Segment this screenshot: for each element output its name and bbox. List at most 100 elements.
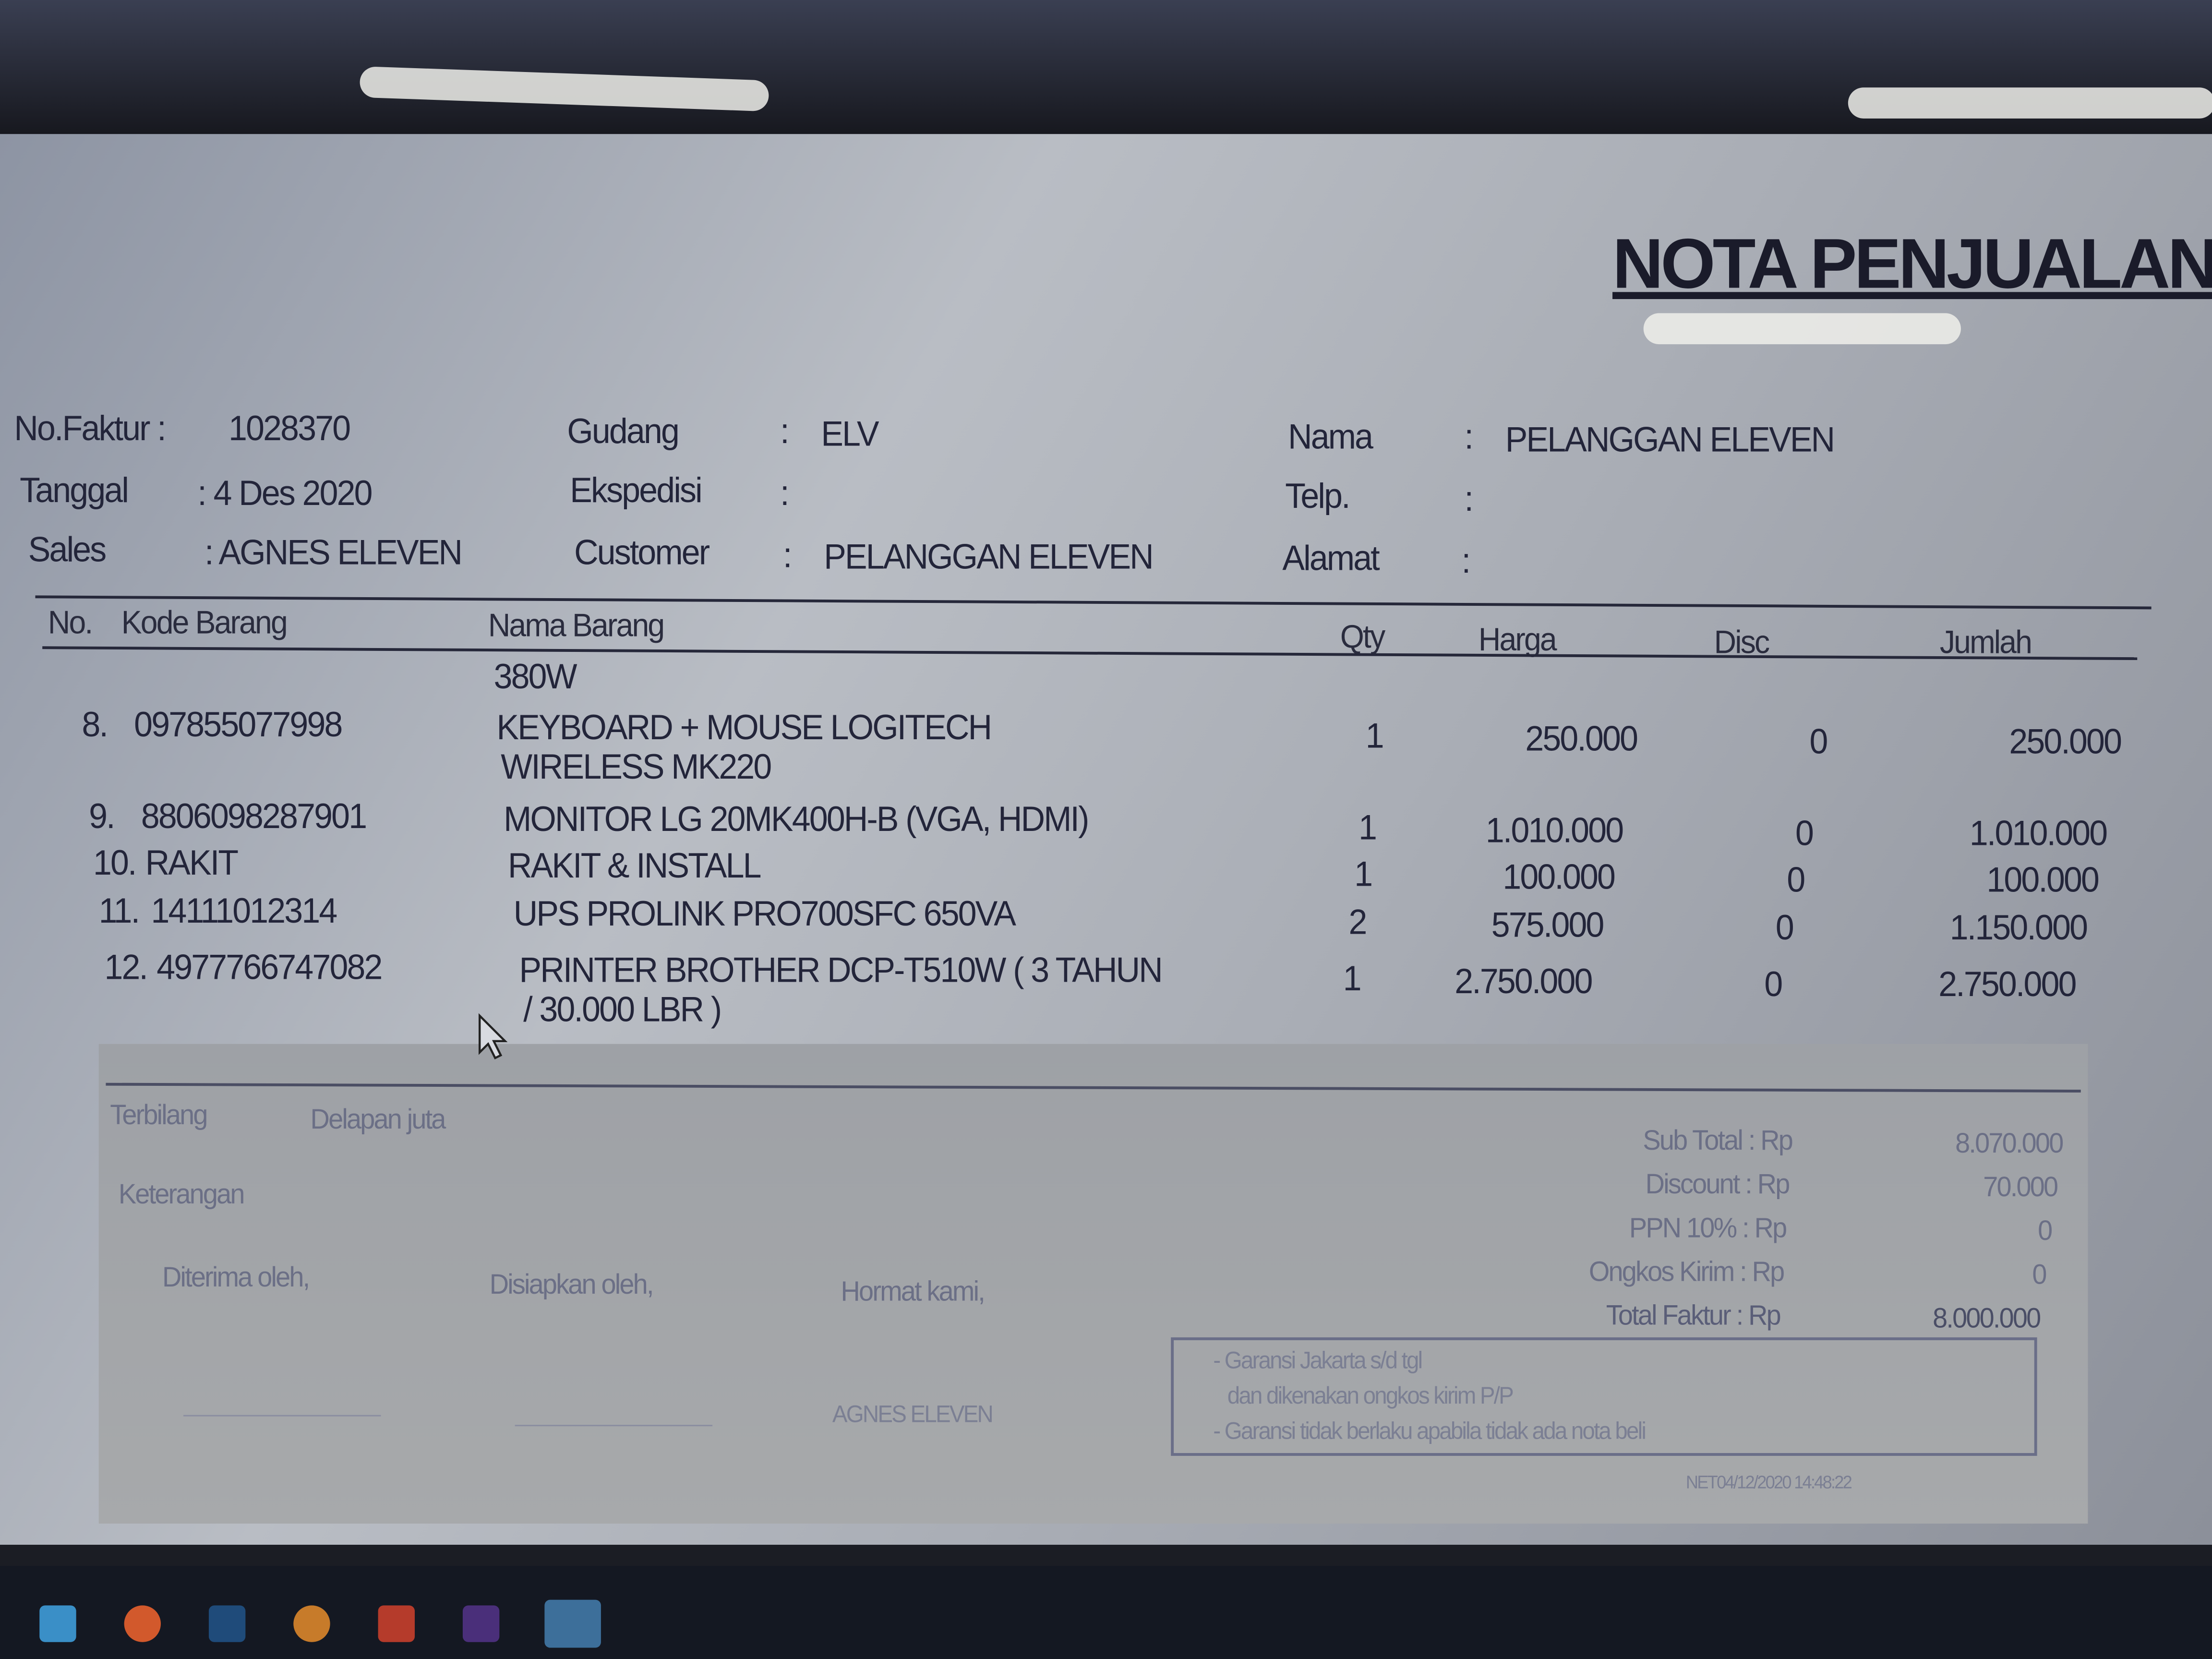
- row-harga: 2.750.000: [1454, 962, 1593, 1002]
- note-line: - Garansi tidak berlaku apabila tidak ad…: [1213, 1418, 1647, 1445]
- row-jumlah: 250.000: [2008, 722, 2122, 762]
- col-nama: Nama Barang: [488, 606, 665, 644]
- row-no: 11.: [98, 891, 140, 931]
- disiapkan-label: Disiapkan oleh,: [489, 1269, 654, 1301]
- row-no: 12.: [104, 948, 148, 988]
- signer-name: AGNES ELEVEN: [832, 1401, 994, 1428]
- row-disc: 0: [1776, 908, 1794, 948]
- row-nama-cont: WIRELESS MK220: [501, 747, 772, 787]
- row-disc: 0: [1764, 965, 1783, 1005]
- total-value: 70.000: [1983, 1172, 2058, 1203]
- row-qty: 1: [1343, 959, 1362, 999]
- row-disc: 0: [1787, 860, 1806, 900]
- row-harga: 1.010.000: [1485, 811, 1623, 851]
- no-faktur-label: No.Faktur :: [14, 409, 166, 449]
- row-kode: 097855077998: [134, 705, 343, 745]
- gudang-label: Gudang: [567, 412, 679, 452]
- row-disc: 0: [1795, 814, 1814, 854]
- alamat-label: Alamat: [1282, 539, 1380, 578]
- row-nama: PRINTER BROTHER DCP-T510W ( 3 TAHUN: [519, 950, 1163, 991]
- terbilang-value: Delapan juta: [310, 1105, 446, 1136]
- row-jumlah: 100.000: [1986, 860, 2099, 900]
- photoshop-icon[interactable]: [208, 1605, 246, 1642]
- row-kode: RAKIT: [145, 843, 239, 883]
- row-disc: 0: [1809, 722, 1828, 762]
- row-qty: 1: [1354, 854, 1373, 895]
- row-jumlah: 1.010.000: [1969, 814, 2107, 854]
- taskbar: [0, 1566, 2212, 1659]
- colon: :: [780, 412, 789, 452]
- total-label: PPN 10% : Rp: [1629, 1213, 1787, 1245]
- continued-line: 380W: [493, 657, 577, 697]
- row-kode: 14111012314: [151, 891, 337, 931]
- total-label: Total Faktur : Rp: [1606, 1300, 1782, 1332]
- customer-value: PELANGGAN ELEVEN: [824, 537, 1154, 577]
- keterangan-label: Keterangan: [118, 1179, 245, 1211]
- total-label: Sub Total : Rp: [1642, 1126, 1793, 1157]
- sales-value: : AGNES ELEVEN: [204, 533, 463, 573]
- row-nama-cont: / 30.000 LBR ): [523, 990, 722, 1030]
- row-no: 8.: [82, 705, 108, 745]
- telp-label: Telp.: [1285, 477, 1350, 517]
- col-harga: Harga: [1478, 621, 1557, 658]
- total-label: Discount : Rp: [1645, 1169, 1790, 1201]
- nama-label: Nama: [1288, 417, 1373, 457]
- colon: :: [1464, 417, 1473, 457]
- browser-icon[interactable]: [124, 1605, 161, 1642]
- row-jumlah: 1.150.000: [1949, 908, 2088, 948]
- col-jumlah: Jumlah: [1939, 623, 2032, 661]
- ekspedisi-label: Ekspedisi: [570, 471, 702, 511]
- nama-value: PELANGGAN ELEVEN: [1505, 420, 1835, 460]
- gudang-value: ELV: [821, 415, 879, 455]
- row-no: 9.: [89, 797, 115, 837]
- row-qty: 1: [1365, 716, 1384, 757]
- row-kode: 4977766747082: [156, 948, 383, 988]
- app-icon[interactable]: [293, 1605, 330, 1642]
- explorer-icon[interactable]: [39, 1605, 76, 1642]
- page-title: NOTA PENJUALAN: [1612, 224, 2212, 303]
- row-nama: KEYBOARD + MOUSE LOGITECH: [496, 708, 992, 748]
- signature-line: [515, 1425, 713, 1427]
- total-value: 0: [2037, 1216, 2053, 1247]
- sales-label: Sales: [28, 530, 107, 570]
- colon: :: [1464, 480, 1473, 519]
- tanggal-label: Tanggal: [20, 471, 129, 511]
- signature-line: [183, 1415, 381, 1417]
- row-harga: 575.000: [1491, 905, 1604, 945]
- row-qty: 2: [1348, 902, 1367, 943]
- hormat-label: Hormat kami,: [841, 1276, 986, 1308]
- row-qty: 1: [1358, 808, 1377, 848]
- active-app-icon[interactable]: [544, 1599, 601, 1648]
- row-harga: 250.000: [1525, 719, 1638, 759]
- col-disc: Disc: [1714, 623, 1770, 661]
- colon: :: [780, 474, 789, 514]
- warranty-notes-box: [1171, 1337, 2037, 1456]
- note-line: dan dikenakan ongkos kirim P/P: [1227, 1382, 1514, 1409]
- customer-label: Customer: [574, 533, 710, 573]
- premiere-icon[interactable]: [462, 1605, 500, 1642]
- note-line: - Garansi Jakarta s/d tgl: [1213, 1347, 1423, 1374]
- col-kode: Kode Barang: [121, 603, 288, 641]
- diterima-label: Diterima oleh,: [162, 1262, 310, 1294]
- col-no: No.: [48, 603, 93, 641]
- light-glare: [1848, 87, 2212, 119]
- row-no: 10.: [93, 843, 137, 883]
- row-jumlah: 2.750.000: [1938, 965, 2077, 1005]
- col-qty: Qty: [1340, 618, 1385, 655]
- monitor-bezel: [0, 0, 2212, 141]
- tanggal-value: : 4 Des 2020: [197, 474, 373, 514]
- colon: :: [1461, 541, 1471, 581]
- invoice-footer-area: [98, 1044, 2088, 1524]
- light-glare: [1643, 313, 1961, 345]
- row-nama: MONITOR LG 20MK400H-B (VGA, HDMI): [504, 800, 1089, 840]
- row-nama: UPS PROLINK PRO700SFC 650VA: [513, 894, 1016, 934]
- total-value: 8.000.000: [1933, 1303, 2041, 1335]
- no-faktur-value: 1028370: [228, 409, 351, 449]
- row-kode: 8806098287901: [141, 797, 367, 837]
- total-value: 8.070.000: [1955, 1129, 2064, 1160]
- row-harga: 100.000: [1502, 857, 1615, 898]
- print-stamp: NET04/12/2020 14:48:22: [1685, 1471, 1852, 1493]
- app-icon[interactable]: [378, 1605, 415, 1642]
- row-nama: RAKIT & INSTALL: [507, 846, 762, 886]
